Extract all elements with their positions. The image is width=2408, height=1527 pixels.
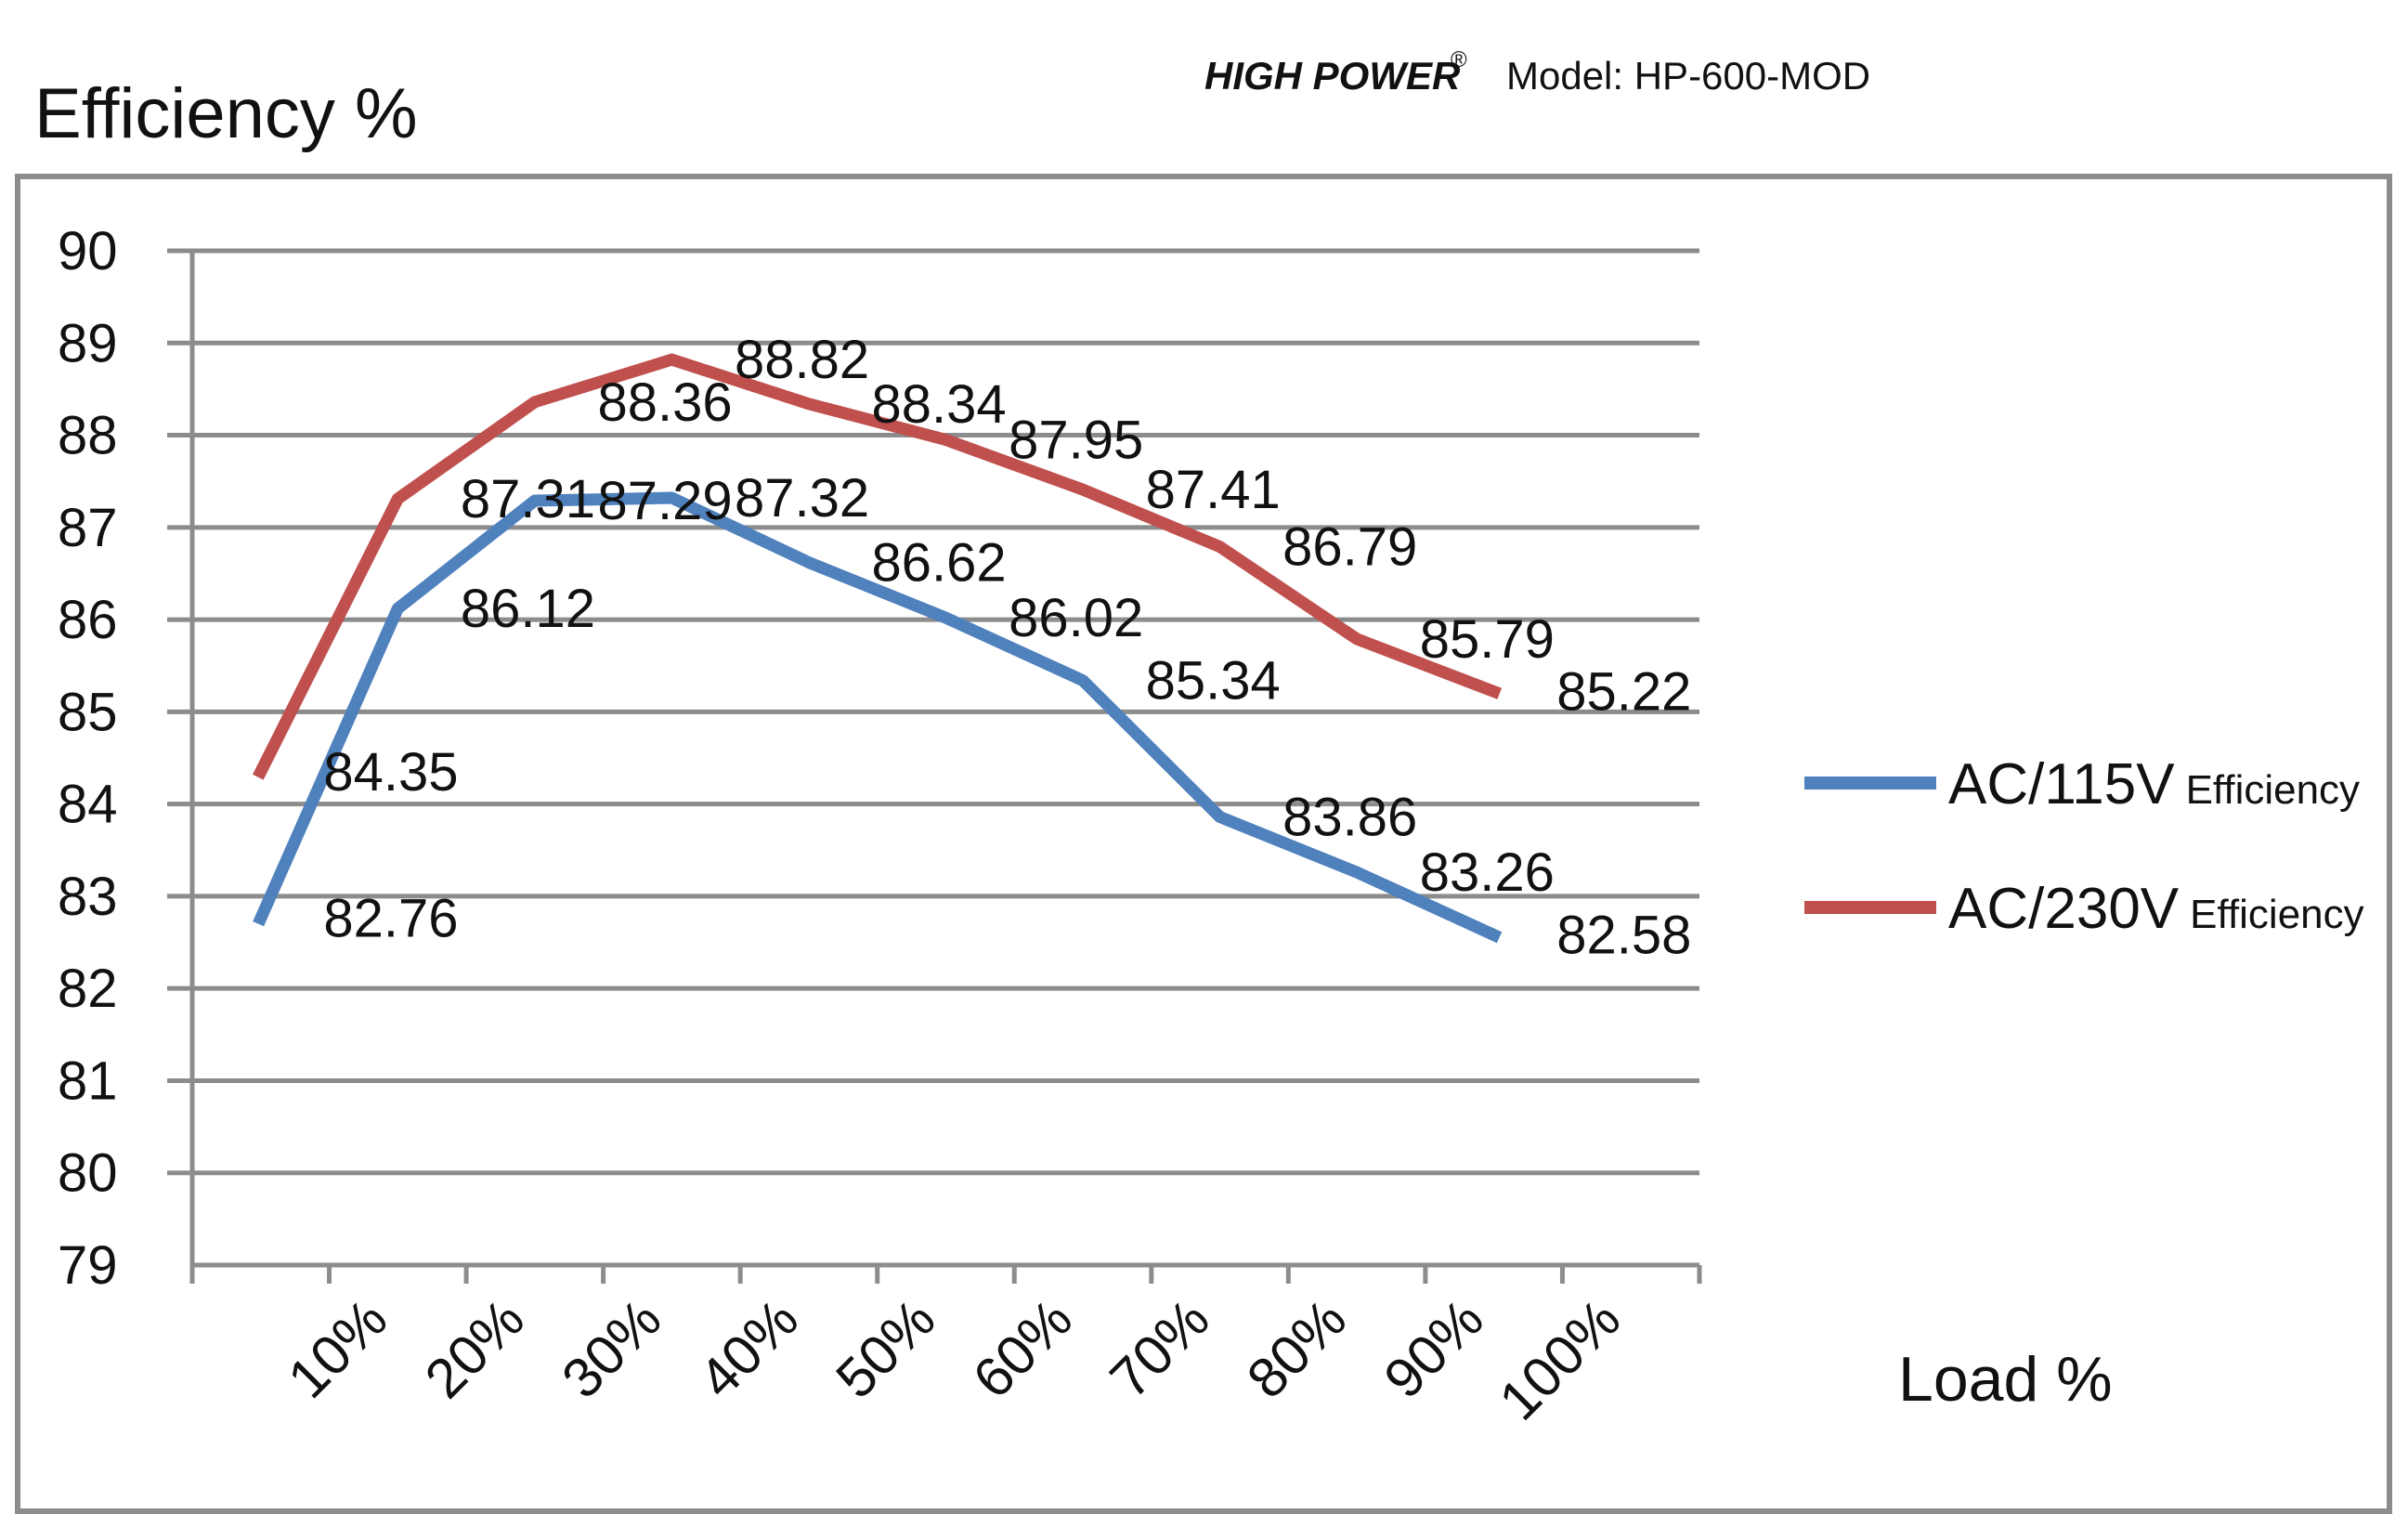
legend-series-suffix: Efficiency — [2186, 767, 2361, 813]
series-lines — [253, 353, 1503, 944]
legend-entry: AC/115V Efficiency — [1948, 752, 2360, 816]
chart-frame — [15, 174, 2392, 1514]
y-tick-label: 88 — [58, 406, 118, 466]
series-line — [253, 353, 1503, 780]
x-tick-label: 70% — [1098, 1287, 1220, 1410]
legend-series-suffix: Efficiency — [2190, 892, 2364, 937]
y-tick-label: 87 — [58, 498, 118, 558]
x-tick-label: 20% — [413, 1287, 536, 1410]
x-tick-label: 50% — [824, 1287, 946, 1410]
y-axis-label: Efficiency % — [34, 74, 418, 153]
x-tick-label: 90% — [1373, 1287, 1495, 1410]
x-tick-label: 80% — [1235, 1287, 1358, 1410]
data-label: 86.12 — [461, 579, 595, 639]
x-axis-label: Load % — [1898, 1344, 2113, 1415]
data-label: 82.58 — [1556, 906, 1691, 966]
data-label: 85.34 — [1146, 651, 1281, 711]
data-label: 88.82 — [735, 330, 869, 390]
x-tick-label: 40% — [687, 1287, 810, 1410]
y-tick-label: 84 — [58, 775, 118, 835]
data-label: 83.26 — [1420, 842, 1555, 903]
data-label: 83.86 — [1282, 788, 1417, 848]
data-label: 85.79 — [1420, 609, 1555, 670]
brand-name: HIGH POWER — [1204, 54, 1461, 98]
y-tick-label: 83 — [58, 867, 118, 927]
y-tick-label: 82 — [58, 959, 118, 1019]
data-label: 84.35 — [323, 742, 458, 803]
x-tick-label: 10% — [276, 1287, 398, 1410]
legend-entry: AC/230V Efficiency — [1948, 877, 2364, 941]
data-label: 87.31 — [461, 469, 595, 529]
data-label: 82.76 — [323, 889, 458, 949]
data-label: 88.34 — [872, 374, 1007, 435]
data-label: 88.36 — [597, 372, 732, 433]
y-tick-label: 85 — [58, 682, 118, 742]
legend-series-name: AC/230V — [1948, 877, 2180, 941]
data-label: 86.79 — [1282, 517, 1417, 578]
data-label: 87.95 — [1009, 411, 1143, 471]
data-label: 87.29 — [597, 471, 732, 531]
data-label: 87.32 — [735, 468, 869, 529]
y-tick-label: 89 — [58, 313, 118, 373]
data-label: 86.62 — [872, 533, 1007, 594]
x-tick-label: 60% — [961, 1287, 1084, 1410]
y-tick-label: 81 — [58, 1051, 118, 1111]
y-tick-label: 86 — [58, 590, 118, 650]
x-tick-label: 100% — [1488, 1287, 1633, 1432]
data-label: 87.41 — [1146, 460, 1281, 520]
y-tick-label: 79 — [58, 1235, 118, 1296]
model-label: Model: HP-600-MOD — [1506, 54, 1870, 98]
series-line — [253, 491, 1503, 944]
y-tick-label: 90 — [58, 221, 118, 281]
data-label: 86.02 — [1009, 588, 1143, 648]
data-label: 85.22 — [1556, 662, 1691, 723]
x-tick-label: 30% — [550, 1287, 672, 1410]
y-tick-label: 80 — [58, 1143, 118, 1204]
registered-mark: ® — [1451, 47, 1467, 72]
legend-series-name: AC/115V — [1948, 752, 2175, 816]
